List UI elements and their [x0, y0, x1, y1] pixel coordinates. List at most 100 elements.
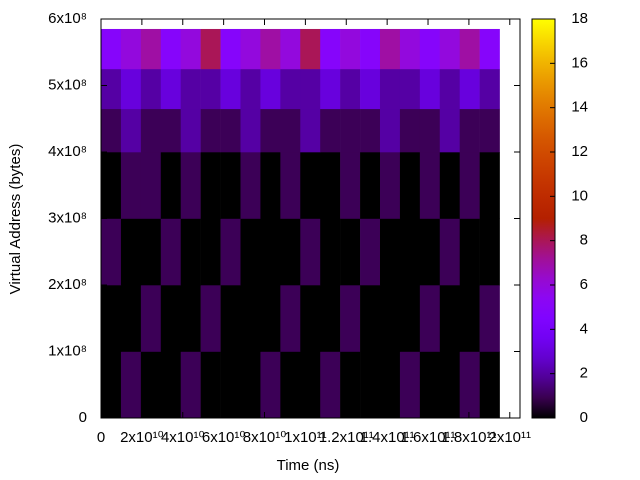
heatmap-cell — [240, 351, 261, 419]
heatmap-cell — [200, 68, 221, 110]
heatmap-cell — [280, 285, 301, 352]
heatmap-cell — [300, 351, 321, 419]
heatmap-cell — [240, 152, 261, 219]
heatmap-cell — [120, 285, 142, 352]
heatmap-cell — [379, 68, 401, 110]
heatmap-cell — [419, 152, 441, 219]
heatmap-cell — [379, 108, 401, 153]
heatmap-cell — [320, 152, 341, 219]
heatmap-cell — [120, 152, 142, 219]
heatmap-cell — [419, 285, 441, 352]
heatmap-cell — [360, 108, 381, 153]
heatmap-cell — [200, 28, 221, 70]
colorbar-tick-label: 2 — [580, 365, 588, 382]
heatmap-cell — [479, 218, 500, 286]
heatmap-cell — [101, 108, 122, 153]
heatmap-cell — [220, 152, 241, 219]
heatmap-cell — [160, 351, 182, 419]
heatmap-cell — [399, 28, 421, 70]
heatmap-cell — [419, 218, 441, 286]
y-tick-label: 5x10⁸ — [48, 76, 87, 93]
x-tick-label: 4x10¹⁰ — [161, 429, 205, 446]
heatmap-cell — [120, 108, 142, 153]
heatmap-cell — [160, 108, 182, 153]
heatmap-cell — [101, 68, 122, 110]
x-tick-label: 0 — [97, 429, 105, 446]
heatmap-cell — [399, 285, 421, 352]
heatmap-cell — [101, 28, 122, 70]
heatmap-cell — [419, 108, 441, 153]
heatmap-cell — [459, 351, 480, 419]
y-tick-label: 0 — [79, 409, 87, 426]
y-tick-label: 6x10⁸ — [48, 10, 87, 27]
heatmap-cell — [260, 68, 281, 110]
heatmap-cell — [160, 68, 182, 110]
heatmap-cell — [379, 218, 401, 286]
heatmap-cell — [260, 108, 281, 153]
heatmap-cell — [300, 108, 321, 153]
heatmap-cell — [260, 152, 281, 219]
heatmap-cell — [479, 108, 500, 153]
y-tick-label: 3x10⁸ — [48, 209, 87, 226]
x-axis-label: Time (ns) — [277, 457, 340, 474]
heatmap-cell — [240, 68, 261, 110]
colorbar-tick-label: 8 — [580, 232, 588, 249]
heatmap-cell — [399, 152, 421, 219]
heatmap-cell — [220, 351, 241, 419]
heatmap-cell — [140, 218, 162, 286]
heatmap-cell — [360, 351, 381, 419]
y-tick-label: 1x10⁸ — [48, 342, 87, 359]
heatmap-cell — [180, 152, 201, 219]
heatmap-cell — [101, 218, 122, 286]
x-tick-label: 1.6x10¹¹ — [401, 429, 456, 446]
heatmap-cell — [459, 152, 480, 219]
heatmap-cell — [300, 285, 321, 352]
x-tick-label: 1x10¹¹ — [284, 429, 327, 446]
heatmap-cell — [360, 285, 381, 352]
heatmap-cell — [140, 28, 162, 70]
heatmap-cell — [320, 68, 341, 110]
heatmap-cell — [479, 351, 500, 419]
heatmap-cell — [180, 285, 201, 352]
heatmap-cell — [240, 218, 261, 286]
heatmap-cell — [459, 285, 480, 352]
heatmap-cell — [360, 218, 381, 286]
heatmap-cell — [459, 218, 480, 286]
heatmap-cell — [399, 218, 421, 286]
heatmap-cell — [379, 152, 401, 219]
heatmap-cell — [140, 152, 162, 219]
heatmap-cell — [280, 152, 301, 219]
x-tick-label: 6x10¹⁰ — [202, 429, 246, 446]
heatmap-cell — [340, 218, 361, 286]
y-axis-label: Virtual Address (bytes) — [7, 144, 24, 295]
heatmap-cell — [439, 68, 461, 110]
colorbar — [531, 18, 556, 419]
heatmap-cell — [260, 351, 281, 419]
heatmap-cell — [399, 68, 421, 110]
heatmap-cell — [439, 108, 461, 153]
heatmap-cell — [419, 68, 441, 110]
heatmap-cell — [280, 108, 301, 153]
heatmap-cell — [120, 351, 142, 419]
heatmap-cell — [240, 28, 261, 70]
heatmap-cell — [101, 351, 122, 419]
heatmap-cell — [439, 152, 461, 219]
heatmap-cell — [160, 28, 182, 70]
x-tick-label: 2x10¹¹ — [489, 429, 532, 446]
heatmap-cell — [320, 28, 341, 70]
heatmap-cell — [360, 152, 381, 219]
colorbar-tick-label: 4 — [580, 320, 588, 337]
heatmap-cell — [120, 28, 142, 70]
heatmap-cell — [101, 285, 122, 352]
heatmap-cell — [280, 351, 301, 419]
heatmap-cell — [399, 108, 421, 153]
heatmap-cell — [340, 285, 361, 352]
heatmap-cell — [280, 68, 301, 110]
heatmap-cell — [300, 68, 321, 110]
heatmap-cell — [180, 28, 201, 70]
heatmap-cell — [439, 28, 461, 70]
heatmap-cell — [320, 218, 341, 286]
colorbar-tick-label: 12 — [571, 143, 588, 160]
heatmap-cell — [200, 351, 221, 419]
